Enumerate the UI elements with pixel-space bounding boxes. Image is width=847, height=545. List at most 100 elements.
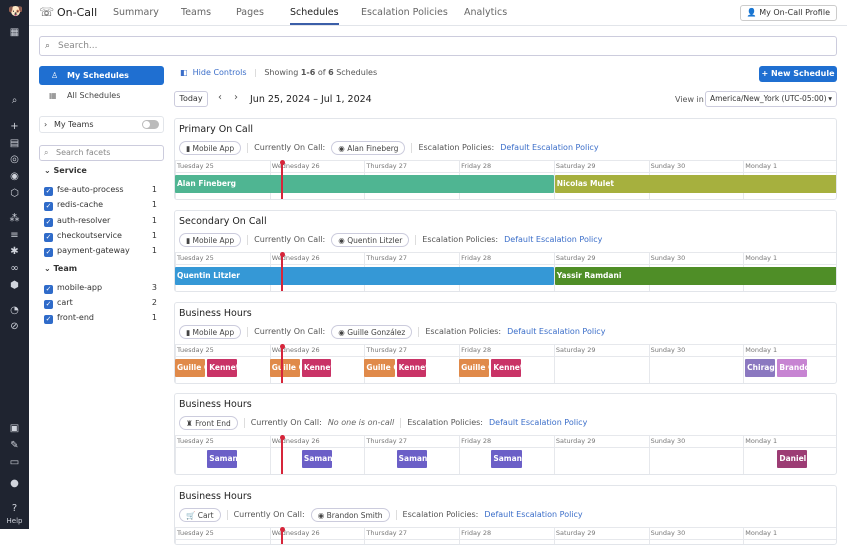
search-icon[interactable]: ⌕ (11, 95, 18, 106)
security-icon[interactable]: ⬢ (10, 280, 19, 291)
schedule-title[interactable]: Business Hours (179, 308, 252, 319)
search-input[interactable]: ⌕ Search... (39, 36, 837, 56)
shift-bar[interactable]: Samantha (396, 450, 427, 468)
shift-bar[interactable]: Alan Fineberg (175, 175, 554, 193)
datadog-logo-icon[interactable]: 🐶 (8, 4, 23, 18)
tab-analytics[interactable]: Analytics (464, 7, 508, 18)
all-schedules-button[interactable]: ▦ All Schedules (39, 86, 164, 105)
schedule-title[interactable]: Primary On Call (179, 124, 253, 135)
prev-week-button[interactable]: ‹ (218, 92, 222, 103)
shift-bar[interactable]: Samantha (301, 450, 333, 468)
facet-item[interactable]: ✓ auth-resolver 1 (44, 215, 162, 227)
binoculars-icon[interactable]: ◉ (10, 171, 19, 182)
shift-bar[interactable]: Guille González (364, 359, 395, 377)
on-call-user[interactable]: ◉ Alan Fineberg (331, 140, 406, 155)
shift-bar[interactable]: Samantha (207, 450, 238, 468)
schedule-title[interactable]: Business Hours (179, 399, 252, 410)
tab-summary[interactable]: Summary (113, 7, 159, 18)
checkbox-checked-icon[interactable]: ✓ (44, 299, 53, 309)
gauge-icon[interactable]: ◔ (10, 305, 19, 316)
tab-escalation-policies[interactable]: Escalation Policies (361, 7, 448, 18)
team-badge[interactable]: ♜ Front End (179, 415, 238, 430)
next-week-button[interactable]: › (234, 92, 238, 103)
my-teams-row[interactable]: › My Teams (39, 116, 164, 133)
tab-pages[interactable]: Pages (236, 7, 264, 18)
shift-bar[interactable]: Quentin Litzler (175, 267, 554, 285)
checkbox-checked-icon[interactable]: ✓ (44, 284, 53, 294)
help-icon[interactable]: ? (11, 503, 18, 514)
team-badge[interactable]: ▮ Mobile App (179, 324, 242, 339)
escalation-policies-label: Escalation Policies: (418, 143, 495, 152)
today-button[interactable]: Today (174, 91, 208, 107)
shift-bar[interactable]: Daniel M (777, 450, 807, 468)
escalation-policy-link[interactable]: Default Escalation Policy (504, 235, 603, 244)
apps-grid-icon[interactable]: ▦ (9, 27, 20, 38)
on-call-user[interactable]: ◉ Brandon Smith (310, 507, 390, 522)
schedule-title[interactable]: Business Hours (179, 491, 252, 502)
team-badge[interactable]: ▮ Mobile App (179, 232, 242, 247)
shift-bar[interactable]: Kenneth (301, 359, 332, 377)
shift-bar[interactable]: Kenneth (207, 359, 237, 377)
shift-bar[interactable]: Kenneth (396, 359, 426, 377)
shift-bar[interactable]: Kenneth (491, 359, 521, 377)
on-call-user[interactable]: ◉ Quentin Litzler (331, 232, 410, 247)
facet-item[interactable]: ✓ redis-cache 1 (44, 199, 162, 212)
facet-item[interactable]: ✓ payment-gateway 1 (44, 245, 162, 258)
tab-teams[interactable]: Teams (181, 7, 212, 18)
shield-icon[interactable]: ⬡ (10, 188, 19, 199)
team-badge[interactable]: ▮ Mobile App (179, 140, 242, 155)
facet-item[interactable]: ✓ mobile-app 3 (44, 282, 162, 294)
plus-icon[interactable]: + (10, 121, 19, 132)
synthetics-icon[interactable]: ⊘ (10, 321, 19, 332)
escalation-policy-link[interactable]: Default Escalation Policy (507, 327, 606, 336)
shift-bar[interactable]: Guille González (269, 359, 300, 377)
user-avatar[interactable]: ● (10, 478, 19, 489)
network-icon[interactable]: ∞ (10, 263, 19, 274)
shift-bar[interactable]: Guille González (175, 359, 206, 377)
tab-schedules[interactable]: Schedules (290, 7, 339, 25)
my-on-call-profile-button[interactable]: 👤 My On-Call Profile (739, 5, 837, 21)
on-call-user[interactable]: ◉ Guille González (331, 324, 413, 339)
watchdog-icon[interactable]: ◎ (10, 154, 19, 165)
apm-icon[interactable]: ⁂ (9, 213, 20, 224)
checkbox-checked-icon[interactable]: ✓ (44, 217, 53, 227)
checkbox-checked-icon[interactable]: ✓ (44, 187, 53, 196)
shift-bar[interactable]: Guille González (459, 359, 490, 377)
new-schedule-button[interactable]: + New Schedule (759, 66, 837, 82)
facet-item[interactable]: ✓ cart 2 (44, 297, 162, 309)
checkbox-checked-icon[interactable]: ✓ (44, 315, 53, 325)
checkbox-checked-icon[interactable]: ✓ (44, 202, 53, 212)
integrations-icon[interactable]: ✱ (10, 246, 19, 257)
schedule-title[interactable]: Secondary On Call (179, 216, 267, 227)
shift-bar[interactable]: Yassir Ramdani (554, 267, 836, 285)
checkbox-checked-icon[interactable]: ✓ (44, 232, 53, 242)
my-teams-toggle[interactable] (142, 120, 159, 129)
checkbox-checked-icon[interactable]: ✓ (44, 248, 53, 258)
timezone-select[interactable]: America/New_York (UTC-05:00) ▾ (705, 91, 837, 107)
escalation-policy-link[interactable]: Default Escalation Policy (484, 510, 583, 519)
current-time-marker (279, 252, 285, 291)
shift-bar[interactable]: Samantha (491, 450, 522, 468)
escalation-policy-link[interactable]: Default Escalation Policy (500, 143, 599, 152)
facet-group-team[interactable]: ⌄ Team (44, 264, 77, 273)
chat-icon[interactable]: ▭ (9, 457, 20, 468)
facet-item[interactable]: ✓ checkoutservice 1 (44, 230, 162, 242)
team-badge[interactable]: 🛒 Cart (179, 507, 221, 522)
dashboard-icon[interactable]: ▤ (9, 138, 20, 149)
facet-group-service[interactable]: ⌄ Service (44, 166, 87, 175)
package-icon[interactable]: ▣ (9, 423, 20, 434)
logs-icon[interactable]: ≡ (10, 230, 19, 241)
shift-bar[interactable]: Chirag K (745, 359, 776, 377)
my-schedules-button[interactable]: ♙ My Schedules (39, 66, 164, 85)
shift-bar[interactable]: Nicolas Mulet (554, 175, 836, 193)
hide-controls-button[interactable]: ◧ Hide Controls (180, 68, 247, 77)
shift-bar[interactable]: Brandon (777, 359, 807, 377)
facet-item[interactable]: ✓ fse-auto-process 1 (44, 184, 162, 196)
facet-search-input[interactable]: ⌕ Search facets (39, 145, 164, 161)
facet-placeholder: Search facets (56, 148, 111, 157)
help-label[interactable]: Help (6, 517, 23, 525)
tools-icon[interactable]: ✎ (10, 440, 19, 451)
facet-item[interactable]: ✓ front-end 1 (44, 312, 162, 325)
escalation-policy-link[interactable]: Default Escalation Policy (489, 418, 588, 427)
facet-count: 2 (151, 297, 157, 307)
